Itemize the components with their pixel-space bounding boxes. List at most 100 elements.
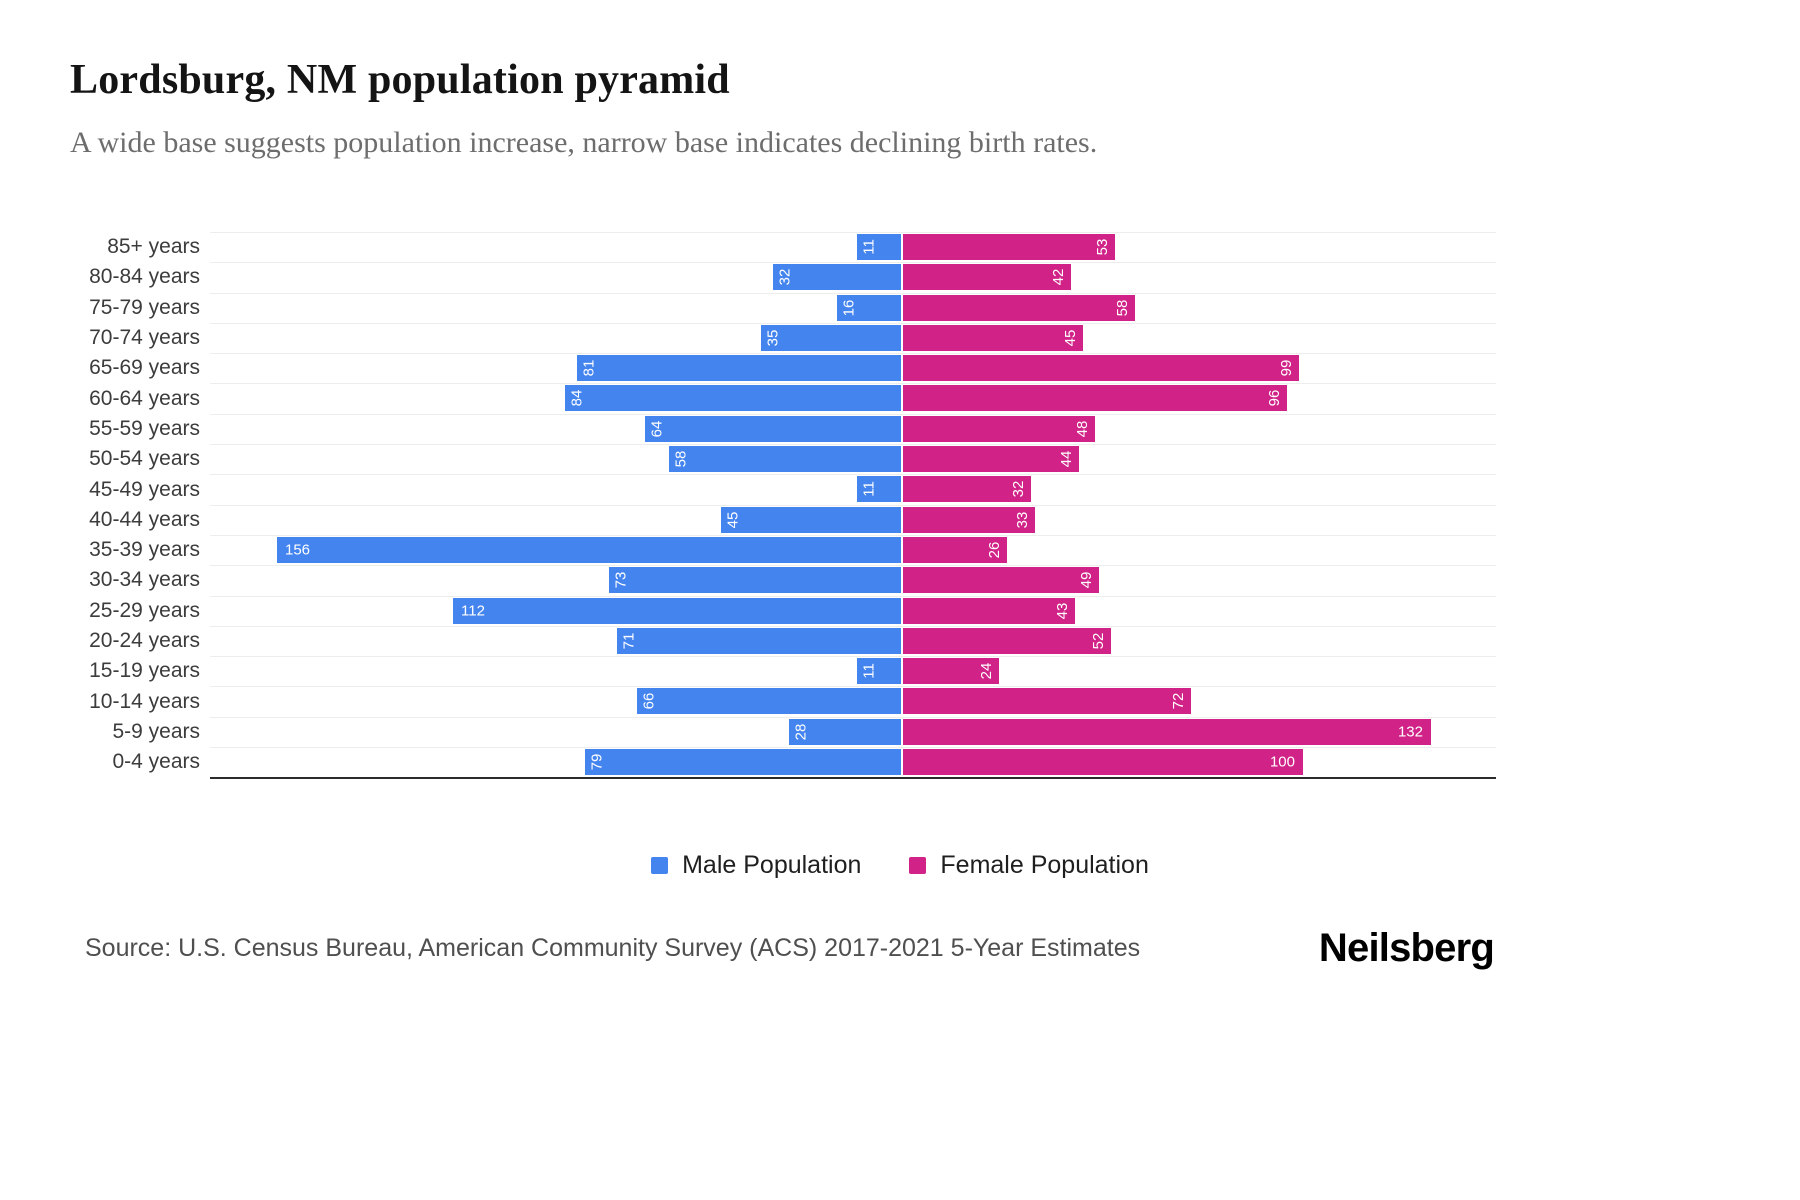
female-bar: 32	[903, 476, 1031, 503]
chart-title: Lordsburg, NM population pyramid	[70, 57, 730, 103]
age-group-label: 85+ years	[107, 235, 200, 259]
female-bar: 42	[903, 264, 1071, 291]
male-bar: 28	[789, 718, 901, 745]
male-bar: 81	[577, 355, 901, 382]
male-bar-value: 11	[860, 239, 878, 255]
male-bar: 112	[453, 597, 901, 624]
male-legend-label: Male Population	[682, 851, 862, 880]
age-group-label: 15-19 years	[89, 659, 200, 683]
age-group-label: 60-64 years	[89, 386, 200, 410]
male-bar-value: 71	[620, 632, 638, 650]
pyramid-row: 20-24 years 71 52	[0, 625, 1800, 656]
pyramid-row: 50-54 years 58 44	[0, 444, 1800, 474]
male-bar: 11	[857, 234, 901, 260]
gridline	[210, 262, 1496, 264]
gridline	[210, 474, 1496, 476]
female-legend-swatch-icon	[909, 857, 927, 875]
gridline	[210, 232, 1496, 233]
male-bar-value: 32	[776, 268, 794, 286]
legend-item-male[interactable]: Male Population	[651, 851, 861, 880]
pyramid-row: 40-44 years 45 33	[0, 504, 1800, 535]
gridline	[210, 747, 1496, 749]
female-bar-value: 44	[1058, 450, 1076, 468]
male-bar: 79	[585, 749, 901, 776]
female-bar-value: 99	[1278, 359, 1296, 377]
male-bar: 45	[721, 506, 901, 533]
age-group-label: 40-44 years	[89, 507, 200, 531]
male-bar-value: 73	[612, 571, 630, 589]
female-bar-value: 42	[1050, 268, 1068, 286]
male-bar: 32	[773, 264, 901, 291]
male-bar: 11	[857, 476, 901, 503]
age-group-label: 45-49 years	[89, 477, 200, 501]
chart-subtitle: A wide base suggests population increase…	[70, 126, 1098, 159]
male-bar: 64	[645, 415, 901, 442]
female-bar-value: 26	[986, 541, 1004, 559]
pyramid-row: 80-84 years 32 42	[0, 262, 1800, 292]
pyramid-row: 10-14 years 66 72	[0, 686, 1800, 716]
age-group-label: 70-74 years	[89, 326, 200, 350]
age-group-label: 75-79 years	[89, 295, 200, 319]
pyramid-row: 25-29 years 112 43	[0, 595, 1800, 626]
male-bar-value: 35	[764, 329, 782, 347]
brand-logo: Neilsberg	[1318, 926, 1495, 970]
female-bar-value: 96	[1266, 390, 1284, 407]
male-bar-value: 45	[724, 511, 742, 529]
female-bar: 44	[903, 446, 1079, 473]
female-bar-value: 100	[1269, 753, 1295, 771]
age-group-label: 0-4 years	[112, 750, 200, 774]
gridline	[210, 686, 1496, 688]
female-bar: 43	[903, 597, 1075, 624]
gridline	[210, 504, 1496, 506]
age-group-label: 30-34 years	[89, 568, 200, 592]
age-group-label: 80-84 years	[89, 265, 200, 289]
female-bar: 132	[903, 718, 1431, 745]
female-bar-value: 45	[1062, 329, 1080, 347]
pyramid-row: 75-79 years 16 58	[0, 292, 1800, 323]
age-group-label: 35-39 years	[89, 538, 200, 562]
female-bar-value: 58	[1114, 299, 1132, 316]
pyramid-row: 70-74 years 35 45	[0, 322, 1800, 353]
female-bar: 33	[903, 506, 1035, 533]
gridline	[210, 716, 1496, 718]
male-bar-value: 11	[860, 481, 878, 498]
age-group-label: 65-69 years	[89, 356, 200, 380]
pyramid-row: 30-34 years 73 49	[0, 565, 1800, 595]
pyramid-row: 35-39 years 156 26	[0, 534, 1800, 565]
gridline	[210, 383, 1496, 385]
female-legend-label: Female Population	[940, 851, 1149, 880]
female-bar-value: 24	[978, 662, 996, 680]
female-bar: 58	[903, 294, 1135, 321]
pyramid-row: 45-49 years 11 32	[0, 474, 1800, 504]
pyramid-row: 5-9 years 28 132	[0, 716, 1800, 747]
gridline	[210, 292, 1496, 294]
male-bar: 73	[609, 567, 901, 594]
female-bar-value: 48	[1074, 420, 1092, 438]
female-bar-value: 33	[1014, 511, 1032, 529]
male-bar-value: 64	[648, 420, 666, 438]
gridline	[210, 413, 1496, 415]
legend: Male Population Female Population	[0, 851, 1800, 880]
male-bar-value: 28	[792, 723, 810, 741]
female-bar-value: 132	[1397, 723, 1423, 741]
x-axis-line	[210, 777, 1496, 780]
female-bar: 26	[903, 536, 1007, 563]
male-bar-value: 16	[840, 299, 858, 316]
age-group-label: 20-24 years	[89, 629, 200, 652]
pyramid-row: 0-4 years 79 100	[0, 747, 1800, 777]
age-group-label: 25-29 years	[89, 598, 200, 622]
chart-header: Lordsburg, NM population pyramid A wide …	[0, 0, 1800, 160]
gridline	[210, 534, 1496, 536]
age-group-label: 50-54 years	[89, 447, 200, 471]
female-bar: 72	[903, 688, 1191, 715]
female-bar-value: 49	[1078, 571, 1096, 589]
female-bar-value: 43	[1054, 602, 1072, 619]
population-pyramid-chart: 85+ years 11 53 80-84 years 32 42 75-79 years 1…	[0, 232, 1800, 780]
female-bar-value: 72	[1170, 693, 1188, 710]
pyramid-row: 85+ years 11 53	[0, 232, 1800, 262]
legend-item-female[interactable]: Female Population	[909, 851, 1149, 880]
male-bar-value: 156	[285, 541, 311, 559]
male-bar-value: 79	[588, 753, 606, 771]
pyramid-row: 65-69 years 81 99	[0, 353, 1800, 383]
female-bar: 49	[903, 567, 1099, 594]
